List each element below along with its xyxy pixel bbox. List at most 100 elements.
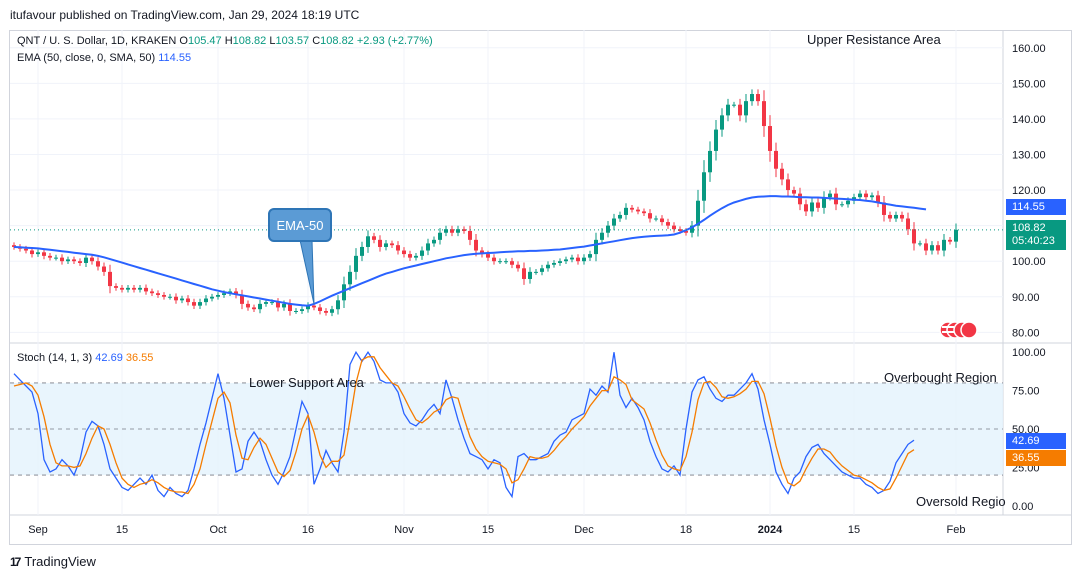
stoch-label: Stoch (14, 1, 3) — [17, 352, 93, 364]
chart-frame — [9, 30, 1072, 545]
candle-body — [252, 307, 256, 310]
candle-body — [444, 229, 448, 233]
countdown-value: 05:40:23 — [1012, 235, 1055, 247]
price-tick-label: 120.00 — [1012, 185, 1046, 197]
candle-body — [102, 266, 106, 272]
candle-body — [576, 257, 580, 262]
candle-body — [222, 293, 226, 295]
footer-brand-text: TradingView — [24, 554, 96, 569]
candle-body — [162, 294, 166, 297]
candle-body — [408, 254, 412, 258]
candle-body — [648, 213, 652, 219]
candle-body — [186, 298, 190, 303]
time-tick-label: Sep — [28, 524, 48, 536]
price-tick-label: 150.00 — [1012, 78, 1046, 90]
candle-body — [342, 284, 346, 301]
candle-body — [234, 291, 238, 295]
candle-body — [486, 254, 490, 258]
price-tick-label: 140.00 — [1012, 114, 1046, 126]
candle-body — [30, 250, 34, 255]
time-tick-label: 16 — [302, 524, 314, 536]
high-label: H — [224, 35, 233, 47]
candle-body — [156, 293, 160, 295]
candle-body — [300, 309, 304, 311]
candle-body — [726, 104, 730, 116]
candle-body — [246, 303, 250, 308]
candle-body — [870, 195, 874, 198]
candle-body — [672, 225, 676, 230]
overbought-label: Overbought Region — [884, 370, 997, 385]
candle-body — [390, 243, 394, 246]
stoch-legend: Stoch (14, 1, 3) 42.69 36.55 — [17, 352, 153, 364]
candle-body — [258, 303, 262, 310]
candle-body — [744, 101, 748, 116]
candle-body — [474, 239, 478, 251]
candle-body — [132, 287, 136, 290]
candle-body — [210, 296, 214, 299]
upper-resistance-label: Upper Resistance Area — [807, 32, 941, 47]
candle-body — [312, 305, 316, 308]
candle-body — [54, 257, 58, 259]
candle-body — [906, 218, 910, 230]
candle-body — [924, 243, 928, 251]
candle-body — [480, 250, 484, 255]
candle-body — [762, 101, 766, 127]
ema-value: 114.55 — [158, 52, 192, 64]
candle-body — [756, 94, 760, 102]
candle-body — [270, 302, 274, 304]
stoch-k-value: 42.69 — [95, 352, 123, 364]
candle-body — [414, 255, 418, 258]
candle-body — [294, 310, 298, 312]
ema-price-tag: 114.55 — [1006, 199, 1066, 215]
candle-body — [942, 239, 946, 251]
candle-body — [192, 302, 196, 306]
open-value: 105.47 — [187, 35, 222, 47]
price-tick-label: 160.00 — [1012, 43, 1046, 55]
symbol-name: QNT / U. S. Dollar, 1D, KRAKEN — [17, 35, 177, 47]
stoch-d-tag: 36.55 — [1006, 450, 1066, 466]
candle-body — [828, 193, 832, 198]
candle-body — [432, 239, 436, 244]
candle-body — [612, 218, 616, 226]
candle-body — [240, 294, 244, 304]
candle-body — [72, 259, 76, 262]
candle-body — [78, 261, 82, 263]
price-tick-label: 90.00 — [1012, 292, 1040, 304]
candle-body — [42, 252, 46, 256]
candle-body — [936, 245, 940, 251]
candle-body — [546, 264, 550, 269]
candle-body — [150, 291, 154, 294]
callout-pointer — [299, 239, 315, 304]
candle-body — [678, 229, 682, 231]
candle-body — [492, 257, 496, 262]
candle-body — [798, 193, 802, 205]
candle-body — [702, 172, 706, 201]
candle-body — [780, 168, 784, 180]
change-value: +2.93 (+2.77%) — [356, 35, 433, 47]
candle-body — [324, 310, 328, 313]
time-tick-label: 15 — [116, 524, 128, 536]
candle-body — [786, 179, 790, 191]
candle-body — [12, 245, 16, 247]
us-flag-icon[interactable] — [938, 320, 978, 340]
top-bar: itufavour published on TradingView.com, … — [0, 0, 1080, 30]
candle-body — [366, 236, 370, 247]
footer-brand[interactable]: 17 TradingView — [10, 554, 96, 569]
candle-body — [882, 202, 886, 215]
price-tick-label: 80.00 — [1012, 327, 1040, 339]
candle-body — [618, 214, 622, 219]
price-tick-label: 100.00 — [1012, 256, 1046, 268]
time-tick-label: Dec — [574, 524, 594, 536]
last-price-tag: 108.82 05:40:23 — [1006, 220, 1066, 250]
candle-body — [372, 236, 376, 240]
candle-body — [468, 230, 472, 240]
candle-body — [114, 286, 118, 288]
time-tick-label: 15 — [482, 524, 494, 536]
candle-body — [396, 245, 400, 251]
candle-body — [462, 229, 466, 231]
candle-body — [522, 268, 526, 279]
candle-body — [456, 229, 460, 233]
candle-body — [402, 250, 406, 255]
tradingview-logo-icon: 17 — [10, 554, 21, 569]
